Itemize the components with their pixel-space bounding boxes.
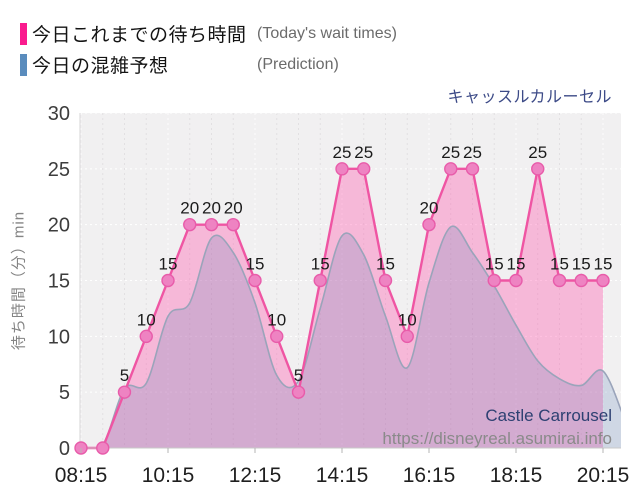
data-point xyxy=(422,217,436,232)
data-point-label: 20 xyxy=(420,199,439,218)
today-series-swatch xyxy=(20,22,27,45)
y-axis-title: 待ち時間（分）min xyxy=(10,210,28,351)
data-point-label: 15 xyxy=(159,255,178,274)
data-point xyxy=(400,329,414,344)
data-point-label: 25 xyxy=(333,143,352,162)
data-point xyxy=(204,217,219,232)
data-point-label: 15 xyxy=(594,255,613,274)
legend-prediction-note: (Prediction) xyxy=(257,55,339,73)
prediction-area xyxy=(81,226,621,448)
data-point-label: 25 xyxy=(441,143,460,162)
x-tick-label: 20:15 xyxy=(577,464,630,487)
x-tick-label: 12:15 xyxy=(229,464,282,487)
data-point xyxy=(183,217,197,232)
y-tick-label: 0 xyxy=(59,438,70,460)
watermark-url: https://disneyreal.asumirai.info xyxy=(382,429,612,448)
data-point-label: 25 xyxy=(463,143,482,162)
data-point-label: 10 xyxy=(137,310,156,329)
data-point-label: 15 xyxy=(246,255,265,274)
data-point xyxy=(96,441,110,455)
data-point-label: 25 xyxy=(528,143,547,162)
legend-item-today: 今日これまでの待ち時間 (Today's wait times) xyxy=(20,18,397,49)
x-tick-label: 14:15 xyxy=(316,464,369,487)
watermark: Castle Carrousel https://disneyreal.asum… xyxy=(382,404,612,450)
x-tick-label: 18:15 xyxy=(490,464,543,487)
legend-item-prediction: 今日の混雑予想 (Prediction) xyxy=(20,49,397,80)
data-point xyxy=(313,273,327,288)
data-point-label: 10 xyxy=(398,310,417,329)
data-point xyxy=(444,162,458,176)
prediction-curve xyxy=(80,225,621,448)
data-point xyxy=(378,273,393,288)
prediction-series-swatch xyxy=(20,53,27,76)
data-point xyxy=(487,273,501,288)
data-point-label: 15 xyxy=(507,255,526,274)
data-point xyxy=(291,385,306,399)
x-tick-label: 10:15 xyxy=(142,464,195,487)
y-tick-label: 30 xyxy=(48,103,70,125)
x-tick-label: 08:15 xyxy=(55,464,108,487)
data-point xyxy=(270,329,284,344)
data-point-label: 25 xyxy=(354,143,373,162)
y-tick-label: 10 xyxy=(48,326,70,348)
data-point xyxy=(509,273,523,288)
watermark-name: Castle Carrousel xyxy=(485,406,612,425)
data-point xyxy=(574,273,588,288)
y-tick-label: 25 xyxy=(48,159,70,181)
y-tick-label: 20 xyxy=(48,215,70,237)
data-point-label: 20 xyxy=(202,199,221,218)
data-point xyxy=(248,273,262,288)
data-point xyxy=(117,385,132,399)
data-point-label: 15 xyxy=(485,255,504,274)
data-point xyxy=(357,162,371,176)
legend-today-note: (Today's wait times) xyxy=(257,24,397,42)
data-point-label: 20 xyxy=(180,199,199,218)
data-point xyxy=(531,162,545,176)
data-point-label: 15 xyxy=(311,255,330,274)
data-point xyxy=(552,273,567,288)
data-point xyxy=(226,217,240,232)
attraction-title: キャッスルカルーセル xyxy=(447,89,612,106)
data-point-label: 15 xyxy=(376,255,395,274)
legend: 今日これまでの待ち時間 (Today's wait times) 今日の混雑予想… xyxy=(20,18,397,80)
x-tick-label: 16:15 xyxy=(403,464,456,487)
data-point-label: 20 xyxy=(224,199,243,218)
data-point-label: 10 xyxy=(267,310,286,329)
data-point-label: 5 xyxy=(294,366,303,385)
data-point-label: 15 xyxy=(572,255,591,274)
data-point-label: 15 xyxy=(550,255,569,274)
data-point xyxy=(465,162,480,176)
data-point-label: 5 xyxy=(120,366,129,385)
data-point xyxy=(139,329,153,344)
y-tick-label: 15 xyxy=(48,271,70,293)
legend-today-label: 今日これまでの待ち時間 xyxy=(32,25,247,46)
data-point xyxy=(335,162,349,176)
y-tick-label: 5 xyxy=(59,382,70,404)
legend-prediction-label: 今日の混雑予想 xyxy=(32,56,169,77)
data-point xyxy=(161,273,175,288)
data-point xyxy=(596,273,610,288)
